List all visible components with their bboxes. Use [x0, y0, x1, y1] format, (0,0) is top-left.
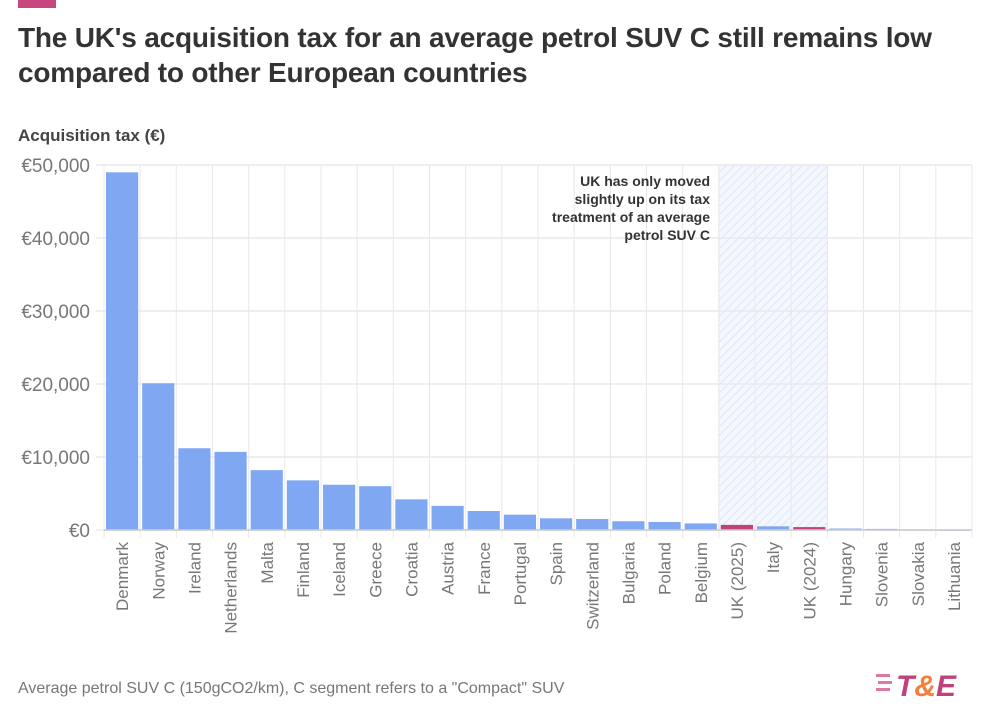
bar-finland — [286, 480, 319, 530]
x-tick-label: Italy — [764, 542, 783, 574]
bar-austria — [431, 505, 464, 530]
bar-greece — [359, 486, 392, 530]
y-tick-label: €40,000 — [21, 229, 90, 250]
y-tick-label: €10,000 — [21, 448, 90, 469]
x-tick-label: Slovenia — [873, 541, 892, 607]
bar-norway — [142, 383, 175, 530]
x-tick-label: Malta — [258, 541, 277, 583]
bar-croatia — [395, 499, 428, 530]
bar-malta — [250, 470, 283, 530]
bar-belgium — [684, 523, 717, 530]
bar-iceland — [323, 484, 356, 530]
y-tick-label: €30,000 — [21, 302, 90, 323]
x-tick-label: Croatia — [402, 541, 421, 596]
x-tick-label: Poland — [656, 542, 675, 595]
x-tick-label: Lithuania — [945, 541, 964, 611]
x-tick-label: Slovakia — [909, 541, 928, 606]
y-tick-label: €50,000 — [21, 156, 90, 177]
bar-ireland — [178, 448, 211, 530]
x-tick-label: Spain — [547, 542, 566, 585]
x-tick-label: Belgium — [692, 542, 711, 603]
x-tick-label: UK (2024) — [800, 542, 819, 619]
y-tick-label: €0 — [69, 521, 90, 542]
x-tick-label: Austria — [439, 541, 458, 594]
bar-switzerland — [576, 519, 609, 530]
footnote: Average petrol SUV C (150gCO2/km), C seg… — [18, 680, 565, 697]
bar-portugal — [503, 514, 536, 530]
x-tick-label: Portugal — [511, 542, 530, 605]
x-tick-label: Finland — [294, 542, 313, 598]
bar-bulgaria — [612, 521, 645, 530]
x-tick-label: Denmark — [113, 542, 132, 611]
bar-france — [467, 511, 500, 530]
te-logo: T&E — [876, 670, 957, 703]
y-axis-label: Acquisition tax (€) — [18, 126, 166, 145]
highlight-band — [718, 164, 828, 531]
bar-netherlands — [214, 451, 247, 530]
bar-denmark — [106, 172, 139, 531]
y-tick-label: €20,000 — [21, 375, 90, 396]
annotation: UK has only moved slightly up on its tax t… — [552, 173, 710, 243]
x-tick-label: France — [475, 542, 494, 595]
x-tick-label: Netherlands — [222, 542, 241, 634]
bar-uk-2024- — [793, 527, 826, 530]
svg-text:T&E: T&E — [896, 670, 957, 703]
x-tick-label: UK (2025) — [728, 542, 747, 619]
x-tick-label: Hungary — [836, 542, 855, 607]
x-tick-label: Bulgaria — [619, 541, 638, 604]
x-tick-label: Ireland — [185, 542, 204, 594]
x-tick-label: Iceland — [330, 542, 349, 597]
x-tick-label: Switzerland — [583, 542, 602, 630]
x-tick-label: Norway — [149, 542, 168, 600]
bar-uk-2025- — [720, 524, 753, 530]
accent-bar — [18, 0, 56, 8]
bar-spain — [540, 518, 573, 530]
x-tick-label: Greece — [366, 542, 385, 598]
bar-italy — [757, 526, 790, 530]
chart-title: The UK's acquisition tax for an average … — [18, 22, 932, 88]
bar-poland — [648, 521, 681, 530]
